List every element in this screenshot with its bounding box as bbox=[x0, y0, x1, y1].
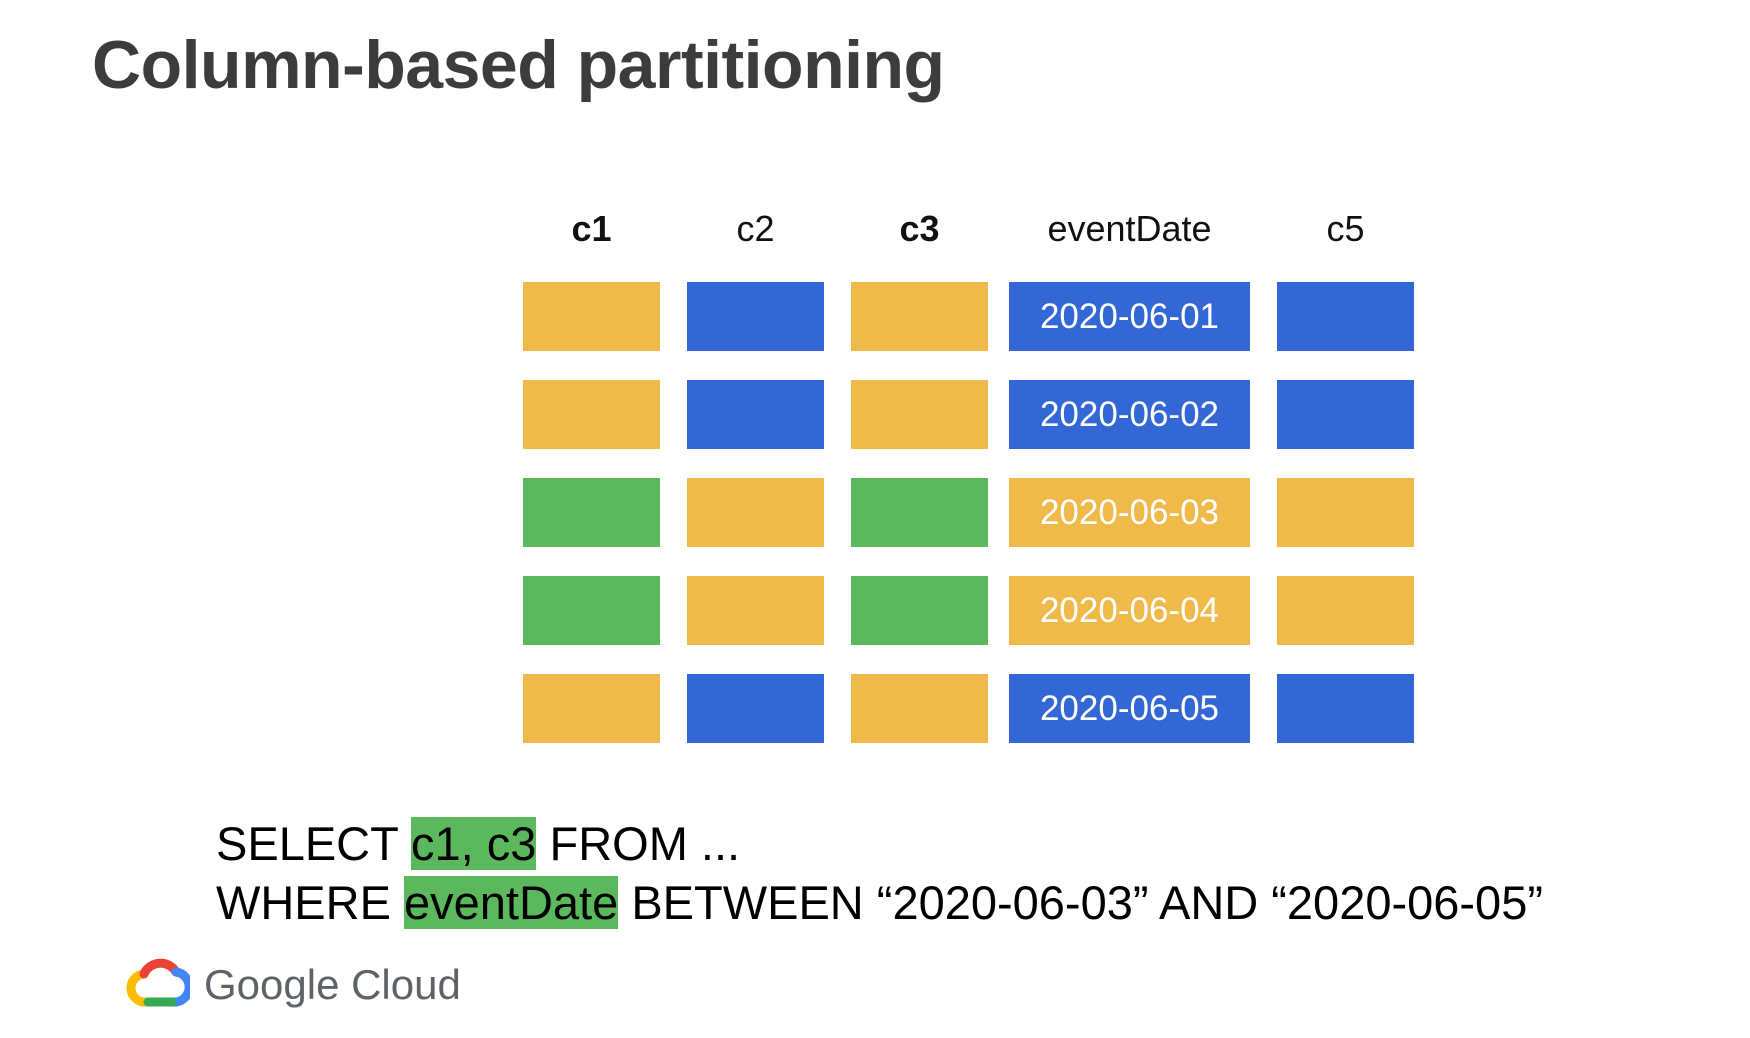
data-block-blue bbox=[687, 282, 824, 351]
data-block-yellow bbox=[523, 282, 660, 351]
data-block-yellow bbox=[687, 576, 824, 645]
google-cloud-icon bbox=[126, 956, 194, 1013]
event-date-cell: 2020-06-05 bbox=[1009, 674, 1250, 743]
data-block-blue bbox=[687, 674, 824, 743]
query-line-2: WHERE eventDate BETWEEN “2020-06-03” AND… bbox=[216, 874, 1543, 932]
event-date-cell: 2020-06-02 bbox=[1009, 380, 1250, 449]
data-block-yellow bbox=[851, 380, 988, 449]
column-header-c3: c3 bbox=[899, 208, 940, 249]
google-cloud-logo: Google Cloud bbox=[126, 956, 461, 1013]
data-block-blue bbox=[1277, 282, 1414, 351]
slide-title: Column-based partitioning bbox=[92, 27, 945, 103]
data-block-yellow bbox=[1277, 478, 1414, 547]
query-between-clause: BETWEEN “2020-06-03” AND “2020-06-05” bbox=[618, 876, 1543, 929]
data-block-yellow bbox=[851, 282, 988, 351]
data-block-green bbox=[851, 478, 988, 547]
query-from-clause: FROM ... bbox=[536, 817, 741, 870]
column-header-eventdate: eventDate bbox=[1047, 208, 1212, 249]
data-block-blue bbox=[1277, 674, 1414, 743]
data-block-yellow bbox=[523, 674, 660, 743]
data-block-blue bbox=[1277, 380, 1414, 449]
event-date-cell: 2020-06-03 bbox=[1009, 478, 1250, 547]
data-block-green bbox=[523, 576, 660, 645]
query-select-keyword: SELECT bbox=[216, 817, 412, 870]
google-cloud-wordmark: Google Cloud bbox=[204, 960, 461, 1008]
data-block-yellow bbox=[523, 380, 660, 449]
data-block-green bbox=[851, 576, 988, 645]
data-block-green bbox=[523, 478, 660, 547]
column-header-c2: c2 bbox=[736, 208, 775, 249]
query-line-1: SELECT c1, c3 FROM ... bbox=[216, 815, 740, 873]
column-header-c5: c5 bbox=[1326, 208, 1365, 249]
event-date-cell: 2020-06-01 bbox=[1009, 282, 1250, 351]
data-block-blue bbox=[687, 380, 824, 449]
column-header-c1: c1 bbox=[571, 208, 612, 249]
data-block-yellow bbox=[687, 478, 824, 547]
query-where-keyword: WHERE bbox=[216, 876, 404, 929]
query-selected-columns: c1, c3 bbox=[411, 817, 537, 870]
data-block-yellow bbox=[1277, 576, 1414, 645]
event-date-cell: 2020-06-04 bbox=[1009, 576, 1250, 645]
data-block-yellow bbox=[851, 674, 988, 743]
query-partition-column: eventDate bbox=[404, 876, 619, 929]
